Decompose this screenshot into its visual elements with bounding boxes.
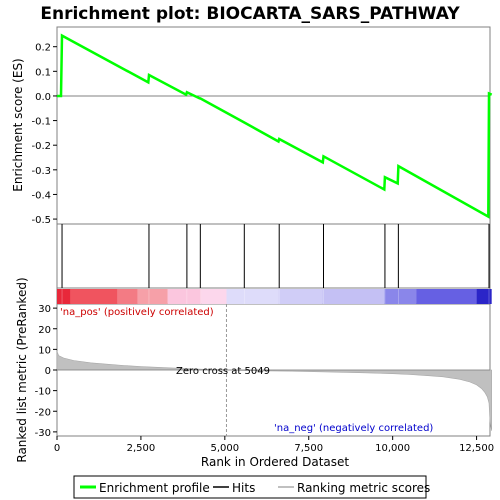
metric-tick-label: -20	[35, 407, 51, 418]
legend-es-label: Enrichment profile	[99, 481, 210, 495]
es-tick-label: -0.3	[31, 166, 51, 177]
x-tick-label: 2,500	[127, 443, 156, 454]
x-axis-label: Rank in Ordered Dataset	[201, 455, 349, 469]
metric-y-axis-label: Ranked list metric (PreRanked)	[15, 277, 29, 462]
es-tick-label: -0.2	[31, 141, 51, 152]
x-tick-label: 7,500	[294, 443, 323, 454]
x-tick-label: 12,500	[459, 443, 494, 454]
heatmap-segment	[416, 289, 476, 304]
x-axis: 0 2,500 5,000 7,500 10,000 12,500	[54, 436, 494, 454]
heatmap-segment	[201, 289, 226, 304]
legend-metric-label: Ranking metric scores	[297, 481, 430, 495]
metric-y-axis: 30 20 10 0 -10 -20 -30	[35, 304, 57, 439]
es-y-axis-label: Enrichment score (ES)	[11, 58, 25, 191]
heatmap-segment	[57, 289, 70, 304]
heatmap-segment	[138, 289, 168, 304]
heatmap-segment	[227, 289, 279, 304]
heatmap-segment	[384, 289, 416, 304]
heatmap-segment	[168, 289, 202, 304]
metric-tick-label: -10	[35, 387, 51, 398]
neg-correlated-label: 'na_neg' (negatively correlated)	[274, 423, 433, 434]
es-tick-label: 0.0	[35, 92, 51, 103]
es-tick-label: 0.2	[35, 43, 51, 54]
heatmap-segment	[70, 289, 117, 304]
legend: Enrichment profile Hits Ranking metric s…	[74, 476, 430, 498]
es-tick-label: -0.5	[31, 215, 51, 226]
es-panel	[57, 27, 490, 224]
metric-tick-label: 10	[38, 345, 51, 356]
es-tick-label: -0.1	[31, 117, 51, 128]
chart-title: Enrichment plot: BIOCARTA_SARS_PATHWAY	[40, 4, 460, 24]
metric-tick-label: -30	[35, 428, 51, 439]
es-y-axis: 0.2 0.1 0.0 -0.1 -0.2 -0.3 -0.4 -0.5	[31, 43, 57, 226]
x-tick-label: 5,000	[211, 443, 240, 454]
x-tick-label: 0	[54, 443, 60, 454]
x-tick-label: 10,000	[375, 443, 410, 454]
metric-tick-label: 30	[38, 304, 51, 315]
zero-cross-label: Zero cross at 5049	[176, 366, 270, 377]
rank-heatmap	[57, 289, 492, 304]
legend-hits-label: Hits	[232, 481, 255, 495]
es-tick-label: 0.1	[35, 67, 51, 78]
pos-correlated-label: 'na_pos' (positively correlated)	[60, 307, 214, 318]
metric-tick-label: 20	[38, 325, 51, 336]
hits-panel	[57, 224, 490, 288]
heatmap-segment	[477, 289, 492, 304]
heatmap-segment	[117, 289, 137, 304]
metric-tick-label: 0	[45, 366, 51, 377]
heatmap-segment	[279, 289, 323, 304]
heatmap-segment	[322, 289, 384, 304]
es-tick-label: -0.4	[31, 190, 51, 201]
